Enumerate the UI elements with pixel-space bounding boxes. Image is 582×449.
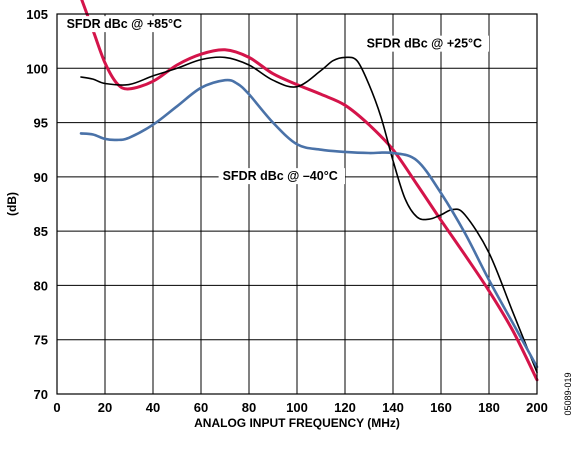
series-line-0 — [80, 0, 539, 382]
series-annotations: SFDR dBc @ +85°C SFDR dBc @ +25°C SFDR dBc… — [62, 16, 489, 185]
series-annotation-label: SFDR dBc @ +25°C — [367, 37, 482, 51]
x-tick-label: 20 — [98, 400, 112, 415]
x-tick-label: 160 — [430, 400, 452, 415]
x-tick-label: 140 — [382, 400, 404, 415]
y-tick-label: 80 — [34, 278, 48, 293]
y-tick-label: 95 — [34, 116, 48, 131]
series-lines — [79, 0, 539, 382]
series-line-2 — [79, 78, 539, 369]
x-tick-label: 0 — [53, 400, 60, 415]
series-annotation-bg — [218, 168, 345, 185]
y-tick-label: 75 — [34, 333, 48, 348]
series-annotation-label: SFDR dBc @ +85°C — [67, 17, 182, 31]
series-line-1 — [80, 56, 538, 374]
y-axis-title: (dB) — [5, 192, 19, 216]
series-annotation-bg — [362, 35, 489, 52]
series-annotation-bg — [62, 16, 189, 33]
plot-frame — [56, 13, 538, 395]
y-tick-label: 85 — [34, 224, 48, 239]
x-tick-label: 200 — [526, 400, 548, 415]
x-tick-label: 40 — [146, 400, 160, 415]
figure-id: 05089-019 — [563, 372, 573, 415]
x-tick-labels: 0 20 40 60 80 100 120 140 160 180 200 — [53, 400, 547, 415]
y-tick-label: 105 — [26, 7, 48, 22]
x-axis-title: ANALOG INPUT FREQUENCY (MHz) — [194, 416, 400, 430]
x-tick-label: 120 — [334, 400, 356, 415]
y-tick-labels: 70 75 80 85 90 95 100 105 — [26, 7, 48, 402]
x-tick-label: 60 — [194, 400, 208, 415]
y-tick-label: 90 — [34, 170, 48, 185]
x-tick-label: 180 — [478, 400, 500, 415]
grid-lines — [56, 13, 538, 395]
series-annotation-label: SFDR dBc @ –40°C — [223, 169, 338, 183]
y-tick-label: 70 — [34, 387, 48, 402]
x-tick-label: 80 — [242, 400, 256, 415]
x-tick-label: 100 — [286, 400, 308, 415]
y-tick-label: 100 — [26, 61, 48, 76]
